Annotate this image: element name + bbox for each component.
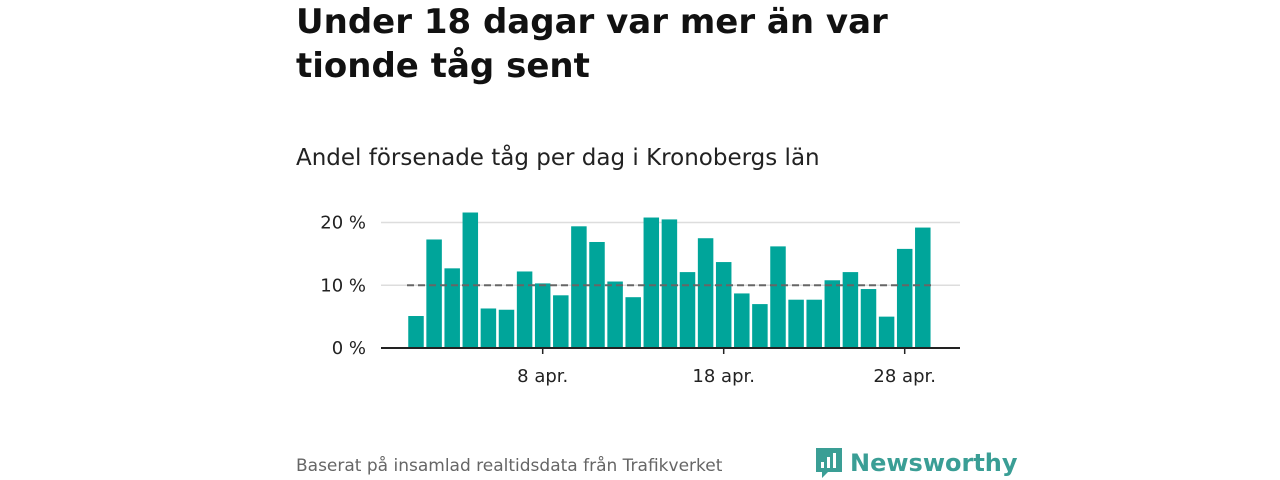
bar bbox=[697, 238, 714, 348]
bar bbox=[498, 309, 515, 348]
bar bbox=[842, 272, 859, 348]
bar bbox=[896, 248, 913, 348]
bar bbox=[770, 246, 786, 348]
y-tick-label: 20 % bbox=[320, 213, 366, 234]
bar bbox=[444, 268, 460, 348]
bar bbox=[715, 262, 732, 348]
newsworthy-logo-icon bbox=[816, 448, 842, 478]
bar bbox=[534, 283, 551, 348]
bar bbox=[553, 295, 569, 348]
bar bbox=[408, 316, 424, 348]
source-note: Baserat på insamlad realtidsdata från Tr… bbox=[296, 456, 723, 476]
bar bbox=[788, 299, 804, 348]
x-tick-label: 18 apr. bbox=[692, 366, 755, 387]
bar bbox=[806, 299, 822, 348]
y-tick-label: 0 % bbox=[332, 338, 366, 359]
chart-title: Under 18 dagar var mer än var tionde tåg… bbox=[296, 2, 888, 86]
bar bbox=[915, 227, 931, 348]
bar bbox=[860, 289, 877, 348]
bar bbox=[480, 308, 497, 348]
bar bbox=[752, 304, 768, 348]
bar bbox=[571, 226, 587, 348]
y-tick-label: 10 % bbox=[320, 275, 366, 296]
bar bbox=[462, 212, 479, 348]
bar bbox=[734, 293, 750, 348]
bar bbox=[679, 272, 696, 348]
bar bbox=[824, 280, 841, 348]
bar bbox=[426, 239, 442, 348]
chart-subtitle: Andel försenade tåg per dag i Kronobergs… bbox=[296, 145, 820, 171]
x-tick-label: 8 apr. bbox=[517, 366, 568, 387]
newsworthy-logo-text: Newsworthy bbox=[850, 449, 1018, 477]
bar bbox=[661, 219, 678, 348]
bar bbox=[607, 281, 623, 348]
bar bbox=[589, 241, 605, 348]
bar bbox=[878, 316, 895, 348]
bar bbox=[643, 217, 660, 348]
bar bbox=[625, 297, 641, 348]
newsworthy-logo[interactable]: Newsworthy bbox=[814, 446, 1018, 480]
bar bbox=[516, 271, 533, 348]
x-tick-label: 28 apr. bbox=[873, 366, 936, 387]
bar-chart: 0 % 10 % 20 % 8 apr. 18 apr. 28 apr. bbox=[320, 212, 960, 387]
